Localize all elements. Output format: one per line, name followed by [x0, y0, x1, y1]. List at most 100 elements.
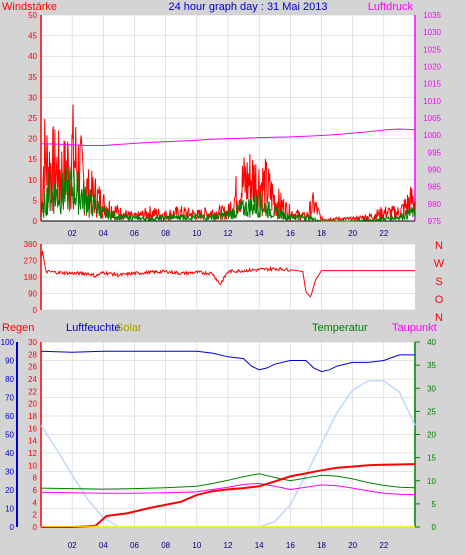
temp-y-tick: 0: [432, 523, 437, 532]
humidity-y-tick: 60: [5, 412, 14, 421]
climate-chart: 0102030405060708090100024681012141618202…: [1, 338, 437, 550]
compass-letter: W: [434, 258, 445, 270]
legend-dewpoint: Taupunkt: [392, 322, 437, 334]
wind-x-tick: 10: [192, 229, 201, 238]
wind-x-tick: 12: [224, 229, 233, 238]
pressure-y-tick: 985: [428, 183, 442, 192]
rain-y-tick: 20: [28, 400, 37, 409]
direction-y-tick: 180: [24, 273, 38, 282]
temp-y-tick: 40: [427, 338, 436, 347]
legend-humidity: Luftfeuchte: [66, 322, 120, 334]
climate-x-tick: 06: [130, 541, 139, 550]
direction-y-tick: 90: [28, 290, 37, 299]
pressure-y-tick: 1015: [423, 80, 441, 89]
temp-y-tick: 10: [427, 477, 436, 486]
temp-y-tick: 25: [427, 407, 436, 416]
pressure-y-tick: 995: [428, 148, 442, 157]
pressure-y-tick: 975: [428, 217, 442, 226]
temp-y-tick: 5: [432, 500, 437, 509]
wind-speed-label: Windstärke: [2, 1, 57, 13]
wind-x-tick: 14: [255, 229, 264, 238]
temp-y-tick: 35: [427, 361, 436, 370]
wind-x-tick: 18: [317, 229, 326, 238]
direction-y-tick: 0: [33, 306, 38, 315]
pressure-y-tick: 980: [428, 200, 442, 209]
humidity-y-tick: 50: [5, 431, 14, 440]
wind-x-tick: 20: [348, 229, 357, 238]
humidity-y-tick: 30: [5, 468, 14, 477]
rain-y-tick: 16: [28, 424, 37, 433]
climate-x-tick: 16: [286, 541, 295, 550]
wind-y-tick: 15: [28, 155, 37, 164]
rain-y-tick: 14: [28, 437, 37, 446]
graph-title: 24 hour graph day : 31 Mai 2013: [168, 1, 327, 13]
legend-solar: Solar: [116, 322, 142, 334]
climate-x-tick: 02: [68, 541, 77, 550]
rain-line: [41, 463, 416, 528]
pressure-y-tick: 1010: [423, 97, 441, 106]
humidity-y-tick: 90: [5, 357, 14, 366]
rain-y-tick: 6: [33, 486, 38, 495]
pressure-y-tick: 1035: [423, 11, 441, 20]
wind-y-tick: 0: [33, 217, 38, 226]
temp-y-tick: 20: [427, 431, 436, 440]
rain-y-tick: 26: [28, 363, 37, 372]
wind-x-tick: 02: [68, 229, 77, 238]
wind-y-tick: 40: [28, 52, 37, 61]
climate-x-tick: 18: [317, 541, 326, 550]
pressure-y-tick: 1030: [423, 28, 441, 37]
wind-x-tick: 08: [161, 229, 170, 238]
compass-letter: O: [435, 294, 444, 306]
direction-y-tick: 270: [24, 257, 38, 266]
wind-y-tick: 10: [28, 176, 37, 185]
wind-y-tick: 25: [28, 114, 37, 123]
rain-y-tick: 22: [28, 387, 37, 396]
legend-rain: Regen: [2, 322, 34, 334]
pressure-y-tick: 1005: [423, 114, 441, 123]
climate-x-tick: 10: [192, 541, 201, 550]
temperature-line: [40, 473, 416, 490]
legend-temperature: Temperatur: [312, 322, 368, 334]
direction-y-tick: 360: [24, 240, 38, 249]
rain-y-tick: 0: [33, 523, 38, 532]
rain-y-tick: 2: [33, 511, 38, 520]
climate-x-tick: 04: [99, 541, 108, 550]
rain-y-tick: 10: [28, 461, 37, 470]
humidity-y-tick: 0: [10, 523, 15, 532]
rain-y-tick: 28: [28, 350, 37, 359]
humidity-y-tick: 10: [5, 505, 14, 514]
temp-y-tick: 15: [427, 454, 436, 463]
wind-x-tick: 22: [379, 229, 388, 238]
rain-y-tick: 24: [28, 375, 37, 384]
pressure-y-tick: 1020: [423, 63, 441, 72]
climate-x-tick: 08: [161, 541, 170, 550]
rain-y-tick: 4: [33, 498, 38, 507]
wind-chart: 0510152025303540455097598098599099510001…: [28, 11, 441, 238]
pressure-y-tick: 1025: [423, 45, 441, 54]
pressure-label: Luftdruck: [368, 1, 414, 13]
wind-gust-line: [40, 166, 416, 223]
humidity-y-tick: 80: [5, 375, 14, 384]
rain-y-tick: 8: [33, 474, 38, 483]
pressure-y-tick: 990: [428, 166, 442, 175]
wind-x-tick: 16: [286, 229, 295, 238]
climate-x-tick: 12: [224, 541, 233, 550]
compass-letter: S: [435, 276, 442, 288]
compass-letter: N: [435, 240, 443, 252]
rain-y-tick: 18: [28, 412, 37, 421]
wind-y-tick: 50: [28, 11, 37, 20]
pressure-y-tick: 1000: [423, 131, 441, 140]
dewpoint-line: [40, 482, 416, 496]
wind-y-tick: 35: [28, 73, 37, 82]
humidity-y-tick: 70: [5, 394, 14, 403]
climate-x-tick: 14: [255, 541, 264, 550]
humidity-y-tick: 100: [1, 338, 15, 347]
wind-y-tick: 20: [28, 135, 37, 144]
wind-y-tick: 45: [28, 32, 37, 41]
wind-x-tick: 04: [99, 229, 108, 238]
climate-x-tick: 22: [379, 541, 388, 550]
wind-x-tick: 06: [130, 229, 139, 238]
humidity-line: [40, 350, 415, 373]
humidity-y-tick: 20: [5, 486, 14, 495]
